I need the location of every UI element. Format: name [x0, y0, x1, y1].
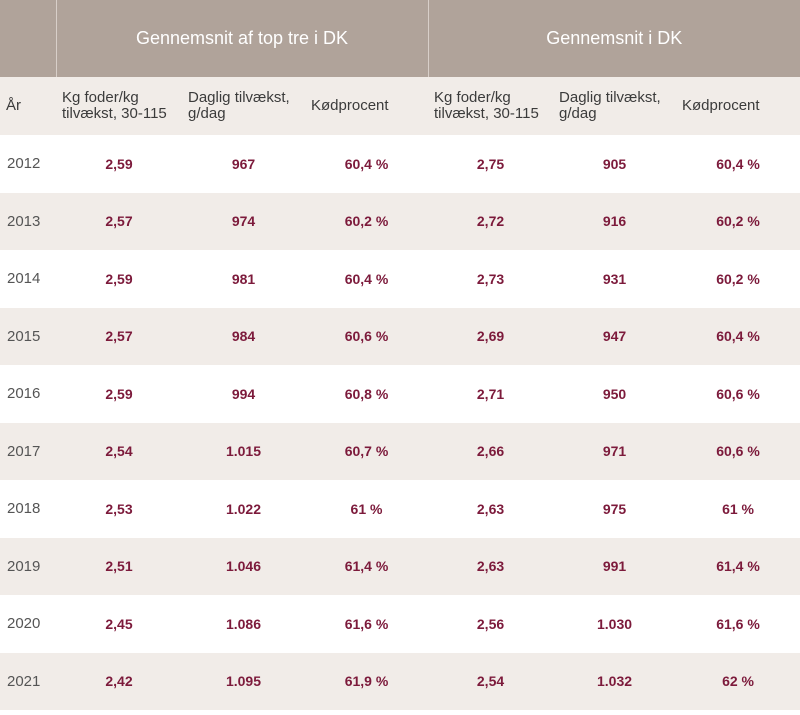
dk-growth-cell: 1.030 — [553, 595, 677, 653]
column-header-year: År — [0, 77, 56, 135]
top-feed-cell: 2,57 — [56, 192, 182, 250]
top-feed-cell: 2,59 — [56, 365, 182, 423]
top-meat-cell: 60,7 % — [305, 422, 429, 480]
dk-growth-cell: 931 — [553, 250, 677, 308]
dk-meat-cell: 61,6 % — [676, 595, 800, 653]
top-growth-cell: 1.046 — [182, 537, 305, 595]
year-cell: 2013 — [0, 192, 56, 250]
table-row: 2020 2,45 1.086 61,6 % 2,56 1.030 61,6 % — [0, 595, 800, 653]
top-feed-cell: 2,51 — [56, 537, 182, 595]
top-growth-cell: 984 — [182, 307, 305, 365]
dk-feed-cell: 2,69 — [428, 307, 554, 365]
table-row: 2018 2,53 1.022 61 % 2,63 975 61 % — [0, 480, 800, 538]
table-row: 2021 2,42 1.095 61,9 % 2,54 1.032 62 % — [0, 652, 800, 710]
group-header-dk-average: Gennemsnit i DK — [428, 0, 800, 77]
column-header-growth: Daglig tilvækst, g/dag — [182, 77, 305, 135]
top-growth-cell: 1.015 — [182, 422, 305, 480]
dk-growth-cell: 905 — [553, 135, 677, 193]
dk-growth-cell: 991 — [553, 537, 677, 595]
dk-growth-cell: 971 — [553, 422, 677, 480]
year-cell: 2021 — [0, 652, 56, 710]
top-feed-cell: 2,45 — [56, 595, 182, 653]
top-meat-cell: 60,6 % — [305, 307, 429, 365]
dk-meat-cell: 60,4 % — [676, 307, 800, 365]
year-cell: 2016 — [0, 365, 56, 423]
dk-meat-cell: 60,6 % — [676, 422, 800, 480]
top-growth-cell: 1.086 — [182, 595, 305, 653]
column-header-growth: Daglig tilvækst, g/dag — [553, 77, 677, 135]
top-meat-cell: 60,4 % — [305, 250, 429, 308]
table-row: 2019 2,51 1.046 61,4 % 2,63 991 61,4 % — [0, 537, 800, 595]
top-meat-cell: 61,6 % — [305, 595, 429, 653]
top-growth-cell: 981 — [182, 250, 305, 308]
top-meat-cell: 61,9 % — [305, 652, 429, 710]
dk-meat-cell: 62 % — [676, 652, 800, 710]
top-growth-cell: 974 — [182, 192, 305, 250]
column-header-meat: Kødprocent — [305, 77, 429, 135]
year-cell: 2017 — [0, 422, 56, 480]
table-row: 2013 2,57 974 60,2 % 2,72 916 60,2 % — [0, 192, 800, 250]
year-cell: 2012 — [0, 135, 56, 193]
dk-meat-cell: 61 % — [676, 480, 800, 538]
year-cell: 2018 — [0, 480, 56, 538]
table-row: 2012 2,59 967 60,4 % 2,75 905 60,4 % — [0, 135, 800, 193]
dk-feed-cell: 2,63 — [428, 537, 554, 595]
top-growth-cell: 967 — [182, 135, 305, 193]
dk-feed-cell: 2,73 — [428, 250, 554, 308]
column-header-meat: Kødprocent — [676, 77, 800, 135]
dk-feed-cell: 2,54 — [428, 652, 554, 710]
group-header-top-three: Gennemsnit af top tre i DK — [56, 0, 429, 77]
table-row: 2015 2,57 984 60,6 % 2,69 947 60,4 % — [0, 307, 800, 365]
column-header-feed: Kg foder/kg tilvækst, 30-115 — [56, 77, 182, 135]
dk-growth-cell: 947 — [553, 307, 677, 365]
top-feed-cell: 2,59 — [56, 250, 182, 308]
top-meat-cell: 61,4 % — [305, 537, 429, 595]
top-feed-cell: 2,57 — [56, 307, 182, 365]
top-growth-cell: 994 — [182, 365, 305, 423]
table-row: 2016 2,59 994 60,8 % 2,71 950 60,6 % — [0, 365, 800, 423]
top-feed-cell: 2,54 — [56, 422, 182, 480]
dk-growth-cell: 950 — [553, 365, 677, 423]
table-body: 2012 2,59 967 60,4 % 2,75 905 60,4 % 2013 2,57 97… — [0, 135, 800, 710]
dk-feed-cell: 2,66 — [428, 422, 554, 480]
column-header-feed: Kg foder/kg tilvækst, 30-115 — [428, 77, 554, 135]
top-growth-cell: 1.022 — [182, 480, 305, 538]
dk-feed-cell: 2,72 — [428, 192, 554, 250]
group-header-blank — [0, 0, 57, 77]
year-cell: 2019 — [0, 537, 56, 595]
year-cell: 2015 — [0, 307, 56, 365]
table-row: 2017 2,54 1.015 60,7 % 2,66 971 60,6 % — [0, 422, 800, 480]
top-meat-cell: 60,4 % — [305, 135, 429, 193]
dk-meat-cell: 60,2 % — [676, 250, 800, 308]
dk-feed-cell: 2,56 — [428, 595, 554, 653]
top-meat-cell: 60,2 % — [305, 192, 429, 250]
dk-feed-cell: 2,71 — [428, 365, 554, 423]
dk-meat-cell: 60,6 % — [676, 365, 800, 423]
top-feed-cell: 2,42 — [56, 652, 182, 710]
dk-growth-cell: 975 — [553, 480, 677, 538]
year-cell: 2014 — [0, 250, 56, 308]
top-meat-cell: 61 % — [305, 480, 429, 538]
top-feed-cell: 2,59 — [56, 135, 182, 193]
top-growth-cell: 1.095 — [182, 652, 305, 710]
dk-meat-cell: 61,4 % — [676, 537, 800, 595]
table-row: 2014 2,59 981 60,4 % 2,73 931 60,2 % — [0, 250, 800, 308]
column-header-row: År Kg foder/kg tilvækst, 30-115 Daglig t… — [0, 77, 800, 135]
top-feed-cell: 2,53 — [56, 480, 182, 538]
top-meat-cell: 60,8 % — [305, 365, 429, 423]
year-cell: 2020 — [0, 595, 56, 653]
dk-meat-cell: 60,2 % — [676, 192, 800, 250]
group-header-row: Gennemsnit af top tre i DK Gennemsnit i … — [0, 0, 800, 77]
dk-growth-cell: 916 — [553, 192, 677, 250]
dk-feed-cell: 2,63 — [428, 480, 554, 538]
dk-feed-cell: 2,75 — [428, 135, 554, 193]
dk-growth-cell: 1.032 — [553, 652, 677, 710]
dk-meat-cell: 60,4 % — [676, 135, 800, 193]
